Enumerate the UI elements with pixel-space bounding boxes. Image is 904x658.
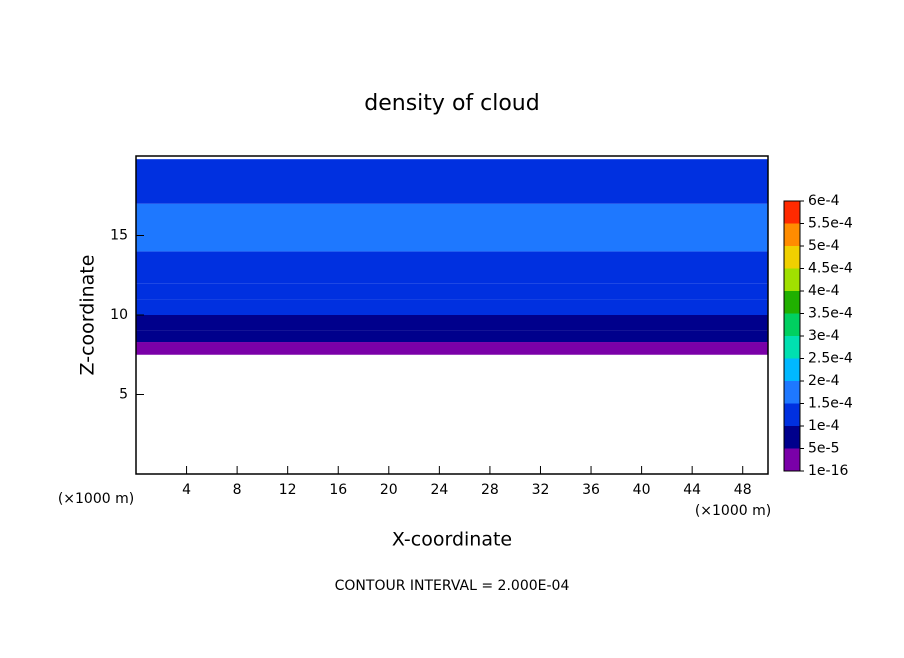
x-axis-label: X-coordinate <box>392 529 512 551</box>
contour-band <box>136 283 768 300</box>
colorbar-band <box>784 246 800 269</box>
x-tick-label: 36 <box>582 482 600 498</box>
colorbar-band <box>784 268 800 291</box>
y-tick-label: 10 <box>110 307 128 323</box>
colorbar-label: 3e-4 <box>808 328 840 344</box>
colorbar-label: 2.5e-4 <box>808 351 853 367</box>
x-tick-label: 4 <box>182 482 191 498</box>
colorbar-label: 5.5e-4 <box>808 216 853 232</box>
x-tick-label: 8 <box>233 482 242 498</box>
colorbar-label: 4.5e-4 <box>808 261 853 277</box>
colorbar-label: 3.5e-4 <box>808 306 853 322</box>
colorbar-label: 6e-4 <box>808 193 840 209</box>
x-tick-label: 40 <box>633 482 651 498</box>
x-tick-label: 20 <box>380 482 398 498</box>
x-tick-label: 24 <box>430 482 448 498</box>
colorbar-label: 1.5e-4 <box>808 396 853 412</box>
contour-band <box>136 251 768 284</box>
x-tick-label: 12 <box>279 482 297 498</box>
x-tick-label: 32 <box>532 482 550 498</box>
footer: CONTOUR INTERVAL = 2.000E-04 <box>335 578 570 594</box>
contour-band <box>136 159 768 204</box>
x-tick-label: 48 <box>734 482 752 498</box>
chart-title: density of cloud <box>364 91 539 116</box>
contour-band <box>136 330 768 343</box>
contour-band <box>136 299 768 315</box>
x-tick-label: 28 <box>481 482 499 498</box>
colorbar-label: 5e-4 <box>808 238 840 254</box>
y-tick-label: 5 <box>119 387 128 403</box>
colorbar-label: 4e-4 <box>808 283 840 299</box>
colorbar-band <box>784 358 800 381</box>
x-tick-label: 44 <box>683 482 701 498</box>
y-tick-label: 15 <box>110 228 128 244</box>
colorbar-label: 2e-4 <box>808 373 840 389</box>
colorbar-band <box>784 336 800 359</box>
colorbar-band <box>784 201 800 224</box>
colorbar-band <box>784 448 800 471</box>
y-unit: (×1000 m) <box>58 491 134 507</box>
colorbar-band <box>784 291 800 314</box>
y-axis-label: Z-coordinate <box>77 255 99 376</box>
colorbar-band <box>784 403 800 426</box>
x-unit: (×1000 m) <box>695 503 771 519</box>
colorbar-band <box>784 426 800 449</box>
colorbar-band <box>784 313 800 336</box>
colorbar-label: 1e-16 <box>808 463 848 479</box>
x-tick-label: 16 <box>329 482 347 498</box>
contour-band <box>136 203 768 252</box>
contour-band <box>136 342 768 355</box>
colorbar-label: 1e-4 <box>808 418 840 434</box>
colorbar-band <box>784 381 800 404</box>
contour-band <box>136 315 768 331</box>
colorbar-band <box>784 223 800 246</box>
colorbar-label: 5e-5 <box>808 441 839 457</box>
